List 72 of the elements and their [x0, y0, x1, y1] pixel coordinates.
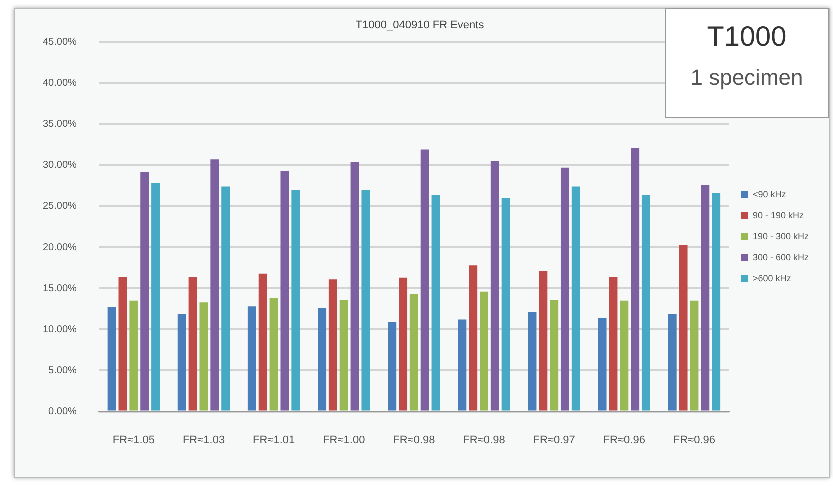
bar: [631, 148, 640, 411]
y-tick-label: 25.00%: [42, 201, 78, 212]
bar: [502, 198, 510, 411]
bar: [292, 190, 300, 411]
bar: [280, 171, 290, 411]
y-tick-label: 40.00%: [42, 78, 78, 90]
y-tick-label: 20.00%: [42, 242, 78, 254]
bar: [140, 172, 150, 411]
bar: [490, 161, 500, 411]
legend-label: 90 - 190 kHz: [752, 210, 804, 220]
y-tick-label: 5.00%: [48, 365, 78, 376]
y-tick-label: 0.00%: [48, 406, 78, 418]
legend-label: <90 kHz: [752, 189, 787, 200]
y-tick-label: 15.00%: [42, 283, 78, 294]
bar: [362, 190, 370, 411]
bar: [690, 300, 699, 411]
bar: [560, 168, 570, 411]
x-tick-label: FR≈0.96: [603, 434, 646, 446]
annotation: T1000: [706, 21, 788, 52]
bar: [108, 307, 116, 411]
bar: [620, 300, 629, 411]
bar: [340, 300, 348, 411]
bar: [152, 183, 160, 411]
bar: [458, 320, 467, 411]
bar: [188, 277, 198, 411]
x-tick-label: FR≈1.03: [182, 434, 226, 446]
bar: [118, 277, 128, 411]
x-tick-label: FR≈0.98: [463, 434, 506, 446]
legend-label: 190 - 300 kHz: [752, 231, 810, 242]
bar: [222, 186, 230, 411]
bar: [328, 280, 338, 411]
bar: [200, 302, 208, 411]
bar: [388, 322, 397, 411]
bar: [480, 292, 489, 411]
bar: [642, 194, 650, 411]
bar: [668, 314, 677, 411]
bar: [572, 186, 580, 411]
bar: [130, 300, 138, 411]
x-tick-label: FR≈0.97: [533, 434, 576, 446]
x-tick-label: FR≈1.05: [112, 434, 155, 446]
bar: [679, 245, 688, 411]
x-tick-label: FR≈1.00: [323, 434, 366, 446]
bar: [178, 314, 186, 411]
bar: [350, 162, 360, 411]
x-tick-label: FR≈0.98: [393, 434, 436, 446]
bar: [210, 160, 220, 411]
bar: [318, 308, 327, 411]
x-tick-label: FR≈0.96: [673, 434, 716, 446]
x-tick-label: FR≈1.01: [253, 434, 296, 446]
bar: [712, 193, 721, 411]
bar: [420, 150, 430, 411]
bar: [539, 271, 548, 411]
annotation: 1 specimen: [690, 65, 804, 90]
legend-label: >600 kHz: [752, 273, 792, 284]
y-tick-label: 10.00%: [42, 324, 78, 336]
bar: [258, 274, 268, 411]
bar: [399, 278, 408, 411]
bar: [410, 294, 418, 411]
bar: [550, 300, 559, 411]
bar: [432, 194, 440, 411]
bar: [598, 318, 607, 411]
bar: [528, 312, 537, 411]
bar: [701, 185, 710, 411]
bar: [270, 298, 278, 411]
bar: [248, 306, 256, 411]
bar: [609, 277, 618, 411]
y-tick-label: 30.00%: [42, 160, 78, 172]
y-tick-label: 35.00%: [42, 119, 78, 130]
legend-label: 300 - 600 kHz: [752, 252, 810, 262]
y-tick-label: 45.00%: [42, 36, 78, 48]
chart-title: T1000_040910 FR Events: [356, 20, 485, 32]
bar: [469, 266, 478, 411]
